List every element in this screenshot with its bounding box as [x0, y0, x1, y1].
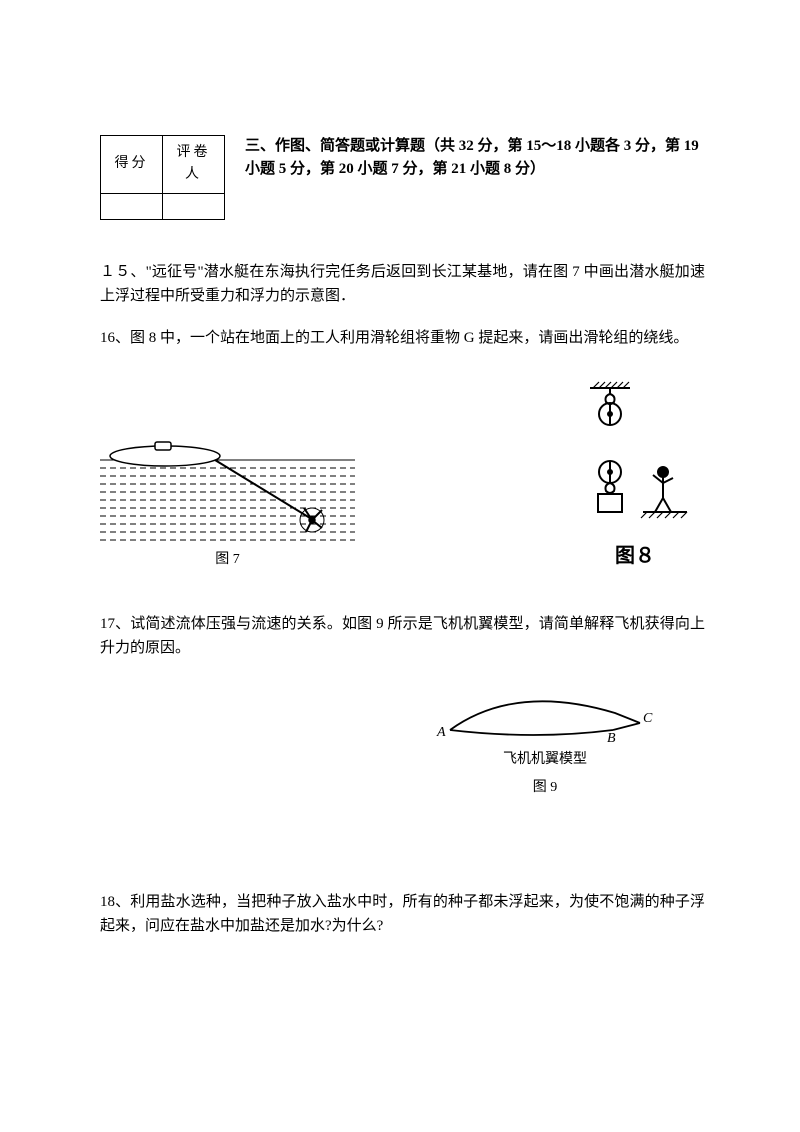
figure-9-caption-1: 飞机机翼模型: [435, 749, 655, 771]
figure-7-caption: 图 7: [100, 549, 355, 571]
question-18: 18、利用盐水选种，当把种子放入盐水中时，所有的种子都未浮起来，为使不饱满的种子…: [100, 890, 705, 938]
wing-label-a: A: [436, 725, 446, 740]
score-cell: [101, 193, 163, 219]
question-16: 16、图 8 中，一个站在地面上的工人利用滑轮组将重物 G 提起来，请画出滑轮组…: [100, 326, 705, 350]
score-col-header: 得分: [101, 136, 163, 194]
figure-7-block: 图 7: [100, 428, 355, 571]
wing-label-b: B: [607, 731, 616, 743]
figure-8-caption: 图８: [575, 540, 695, 572]
grader-col-header: 评卷人: [163, 136, 225, 194]
figure-9-block: A B C 飞机机翼模型 图 9: [435, 688, 655, 800]
submarine-diagram: [100, 428, 355, 543]
wing-label-c: C: [643, 711, 653, 726]
section-header: 得分 评卷人 三、作图、简答题或计算题（共 32 分，第 15～18 小题各 3…: [100, 135, 705, 220]
question-17: 17、试简述流体压强与流速的关系。如图 9 所示是飞机机翼模型，请简单解释飞机获…: [100, 612, 705, 660]
section-title: 三、作图、简答题或计算题（共 32 分，第 15～18 小题各 3 分，第 19…: [245, 135, 705, 182]
figure-8-block: 图８: [575, 380, 695, 572]
pulley-diagram: [575, 380, 695, 540]
figure-9-caption-2: 图 9: [435, 777, 655, 799]
question-17-row: 17、试简述流体压强与流速的关系。如图 9 所示是飞机机翼模型，请简单解释飞机获…: [100, 612, 705, 678]
question-15: １５、"远征号"潜水艇在东海执行完任务后返回到长江某基地，请在图 7 中画出潜水…: [100, 260, 705, 308]
figures-row-7-8: 图 7: [100, 380, 705, 572]
grader-cell: [163, 193, 225, 219]
score-table: 得分 评卷人: [100, 135, 225, 220]
airfoil-diagram: A B C: [435, 688, 655, 743]
